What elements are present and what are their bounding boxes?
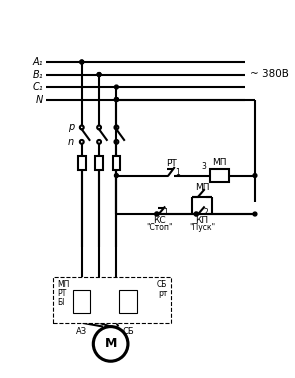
Text: n: n	[68, 137, 74, 147]
Text: "Стоп": "Стоп"	[146, 223, 173, 232]
Circle shape	[114, 98, 118, 101]
Circle shape	[114, 98, 118, 101]
Circle shape	[253, 174, 257, 177]
Circle shape	[80, 60, 84, 64]
Text: A₁: A₁	[33, 57, 43, 67]
Bar	[78, 156, 86, 170]
Text: 1: 1	[175, 168, 180, 177]
Circle shape	[114, 174, 118, 177]
Circle shape	[97, 73, 101, 76]
Text: 2: 2	[204, 208, 209, 217]
Circle shape	[80, 60, 84, 64]
Text: C₁: C₁	[33, 82, 43, 92]
Text: РТ: РТ	[166, 158, 177, 167]
Circle shape	[114, 85, 118, 89]
Circle shape	[97, 73, 101, 76]
Text: М: М	[104, 338, 117, 350]
Text: БІ: БІ	[57, 298, 64, 307]
Text: СБ: СБ	[122, 327, 134, 336]
Bar	[95, 156, 103, 170]
Text: p: p	[68, 122, 74, 132]
Text: 3: 3	[201, 163, 206, 171]
Text: рт: рт	[158, 289, 167, 298]
Text: N: N	[36, 94, 43, 105]
Text: РТ: РТ	[57, 289, 66, 298]
Text: МП: МП	[57, 280, 69, 290]
Bar	[53, 277, 171, 323]
Text: 1: 1	[163, 208, 168, 217]
Text: "Пуск": "Пуск"	[189, 223, 215, 232]
Circle shape	[253, 212, 257, 216]
Bar	[119, 290, 137, 313]
Bar	[73, 290, 91, 313]
Circle shape	[114, 98, 118, 101]
Text: МП: МП	[195, 183, 209, 192]
Text: КП: КП	[196, 216, 209, 225]
Text: КС: КС	[153, 216, 166, 225]
Bar	[113, 156, 120, 170]
Text: АЗ: АЗ	[76, 327, 87, 336]
Text: МП: МП	[212, 158, 227, 167]
Text: ~ 380В: ~ 380В	[250, 68, 289, 79]
Text: СБ: СБ	[157, 280, 167, 290]
Text: B₁: B₁	[33, 70, 43, 79]
Bar	[210, 169, 229, 182]
